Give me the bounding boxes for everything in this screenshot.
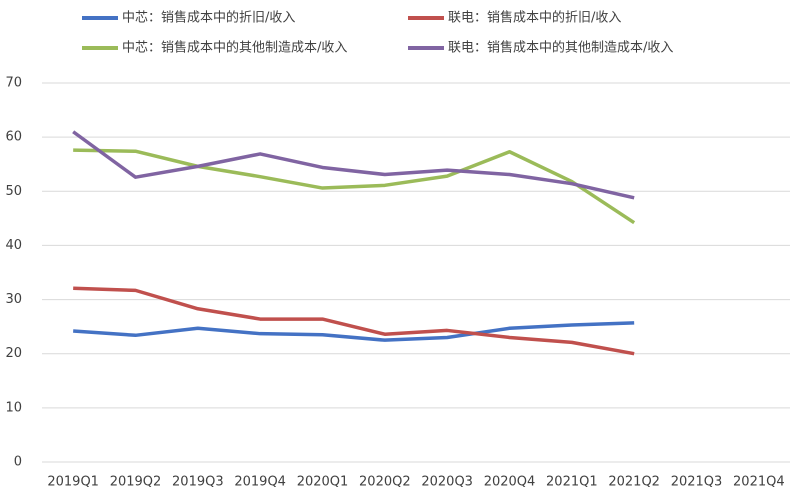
x-tick-label: 2019Q3 [172,475,224,490]
y-tick-label: 30 [5,292,22,307]
x-tick-label: 2019Q1 [47,475,99,490]
x-tick-label: 2020Q1 [297,475,349,490]
y-tick-label: 70 [5,76,22,91]
x-tick-label: 2019Q4 [234,475,286,490]
x-tick-label: 2019Q2 [110,475,162,490]
legend-label: 中芯：销售成本中的其他制造成本/收入 [122,40,347,56]
series-line [72,130,635,200]
x-tick-label: 2021Q2 [608,475,660,490]
x-tick-label: 2020Q2 [359,475,411,490]
x-tick-label: 2021Q1 [546,475,598,490]
x-tick-label: 2021Q3 [671,475,723,490]
y-tick-label: 50 [5,184,22,199]
series-line [73,321,635,342]
legend-label: 联电：销售成本中的折旧/收入 [448,10,621,26]
x-tick-label: 2020Q3 [421,475,473,490]
y-tick-label: 20 [5,346,22,361]
legend-label: 中芯：销售成本中的折旧/收入 [122,10,295,26]
x-tick-label: 2021Q4 [733,475,785,490]
y-tick-label: 40 [5,238,22,253]
series-line [73,148,636,225]
series-line [73,286,635,356]
y-tick-label: 0 [14,455,22,470]
y-tick-label: 60 [5,130,22,145]
y-tick-label: 10 [5,400,22,415]
legend-label: 联电：销售成本中的其他制造成本/收入 [448,40,673,56]
x-tick-label: 2020Q4 [484,475,536,490]
